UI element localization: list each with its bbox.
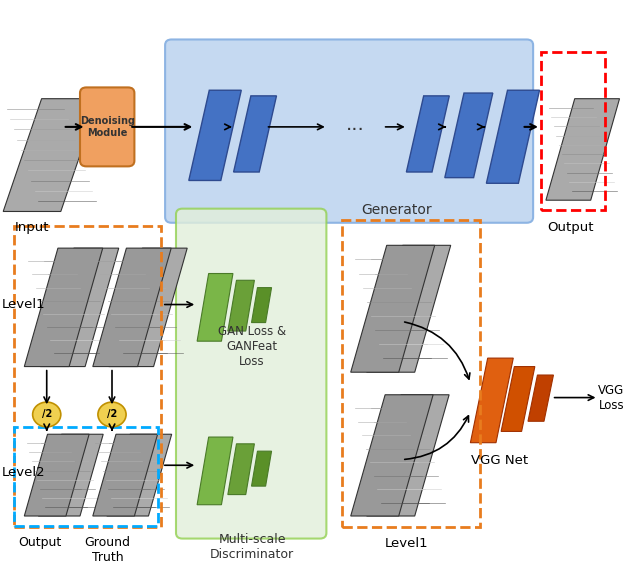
Polygon shape [367,245,451,372]
Polygon shape [38,434,103,516]
Polygon shape [546,99,620,200]
Bar [14,226,161,527]
Polygon shape [486,90,540,184]
Text: Multi-scale
Discriminator: Multi-scale Discriminator [210,533,294,561]
Text: GAN Loss &
GANFeat
Loss: GAN Loss & GANFeat Loss [218,325,286,368]
Polygon shape [197,274,233,341]
FancyBboxPatch shape [80,87,134,166]
Polygon shape [197,437,233,504]
Text: Input: Input [15,221,49,234]
Polygon shape [3,99,99,211]
Polygon shape [24,248,102,367]
Text: Ground
Truth: Ground Truth [84,536,131,564]
Polygon shape [501,367,535,431]
Polygon shape [24,434,89,516]
Polygon shape [93,248,172,367]
Polygon shape [252,288,271,323]
Polygon shape [109,248,187,367]
Polygon shape [252,451,271,486]
Polygon shape [528,375,554,421]
Polygon shape [351,245,435,372]
Circle shape [98,402,126,427]
Text: /2: /2 [42,409,52,420]
Polygon shape [40,248,119,367]
Text: VGG Net: VGG Net [470,454,528,467]
Bar [342,220,480,527]
Text: Generator: Generator [362,203,432,217]
Text: Level1: Level1 [385,537,428,550]
FancyBboxPatch shape [176,209,326,539]
FancyBboxPatch shape [165,39,533,223]
Text: /2: /2 [107,409,117,420]
Text: VGG
Loss: VGG Loss [598,384,625,412]
Polygon shape [234,96,276,172]
Circle shape [33,402,61,427]
Polygon shape [189,90,241,181]
Text: Output: Output [19,536,62,549]
Polygon shape [228,444,255,495]
Polygon shape [406,96,449,172]
Text: Level1: Level1 [1,298,45,311]
Text: Level2: Level2 [1,466,45,479]
Text: Denoising
Module: Denoising Module [80,116,134,138]
Text: Output: Output [548,221,594,234]
Polygon shape [445,93,493,178]
Bar [14,427,158,526]
Bar [541,52,605,210]
Polygon shape [470,358,513,443]
Polygon shape [93,434,157,516]
Polygon shape [228,280,255,331]
Polygon shape [107,434,172,516]
Polygon shape [351,395,433,516]
Polygon shape [367,395,449,516]
Text: ...: ... [346,115,365,134]
